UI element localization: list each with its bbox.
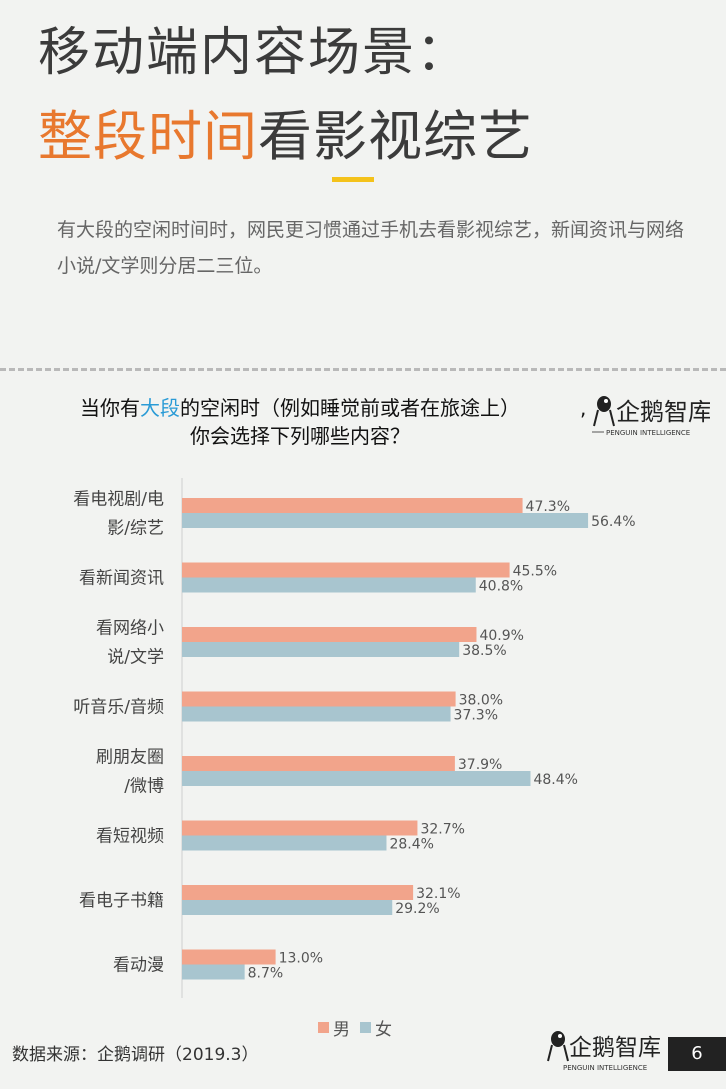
bar-male <box>182 885 414 900</box>
chart-legend: 男 女 <box>318 1015 402 1040</box>
logo-subtitle: PENGUIN INTELLIGENCE <box>563 1064 647 1072</box>
page-number: 6 <box>668 1037 726 1071</box>
page-subtitle: 整段时间看影视综艺 <box>38 102 533 172</box>
bar-chart: 看电视剧/电影/综艺 47.3% 56.4% 看新闻资讯 45.5%40.8% 看网络小说… <box>73 478 636 998</box>
data-label: 29.2% <box>395 901 439 917</box>
bar-male <box>182 627 477 642</box>
legend-female: 女 <box>360 1015 392 1040</box>
question-line2: 你会选择下列哪些内容？ <box>190 424 410 448</box>
subtitle-highlight: 整段时间 <box>38 105 258 168</box>
question-part2: 的空闲时（例如睡觉前或者在旅途上） <box>180 396 520 420</box>
data-label: 8.7% <box>248 966 284 982</box>
data-source: 数据来源：企鹅调研（2019.3） <box>12 1045 259 1065</box>
data-label: 37.9% <box>458 757 502 773</box>
data-label: 13.0% <box>279 951 323 967</box>
chart-question: 当你有大段的空闲时（例如睡觉前或者在旅途上） 你会选择下列哪些内容？ <box>20 394 580 450</box>
data-label: 40.9% <box>479 628 523 644</box>
bar-male <box>182 562 510 578</box>
data-label: 32.1% <box>416 886 460 902</box>
legend-swatch-female <box>360 1022 371 1033</box>
category-label: 看动漫 <box>113 956 164 976</box>
category-label: /微博 <box>124 777 164 797</box>
question-part1: 当你有 <box>80 396 140 420</box>
bar-male <box>182 756 455 771</box>
bar-female <box>182 835 387 851</box>
category-label: 看电视剧/电 <box>73 490 164 510</box>
data-label: 48.4% <box>533 772 577 788</box>
bar-male <box>182 949 276 965</box>
category-label: 说/文学 <box>107 648 164 668</box>
bar-male <box>182 691 456 707</box>
penguin-logo-bottom: 企鹅智库 PENGUIN INTELLIGENCE <box>547 1031 660 1072</box>
penguin-logo-top: 企鹅智库 PENGUIN INTELLIGENCE <box>592 396 710 437</box>
category-label: 看网络小 <box>96 619 164 639</box>
data-label: 47.3% <box>526 499 570 515</box>
dashed-separator <box>0 368 726 371</box>
bar-female <box>182 513 589 528</box>
bar-female <box>182 771 531 786</box>
data-label: 45.5% <box>513 564 557 580</box>
bar-male <box>182 498 523 513</box>
legend-label-male: 男 <box>333 1020 350 1040</box>
data-label: 37.3% <box>454 708 498 724</box>
subtitle-rest: 看影视综艺 <box>258 105 533 168</box>
question-comma: , <box>580 396 587 420</box>
data-label: 32.7% <box>420 822 464 838</box>
category-label: 影/综艺 <box>107 519 164 539</box>
title-divider <box>332 177 374 182</box>
penguin-icon <box>547 1031 569 1062</box>
description: 有大段的空闲时间时，网民更习惯通过手机去看影视综艺，新闻资讯与网络小说/文学则分… <box>57 219 685 277</box>
data-label: 38.0% <box>459 693 503 709</box>
bar-female <box>182 577 476 593</box>
data-label: 40.8% <box>479 579 523 595</box>
data-label: 28.4% <box>389 837 433 853</box>
bar-male <box>182 820 418 836</box>
page-title: 移动端内容场景： <box>38 23 471 83</box>
bar-female <box>182 964 245 980</box>
bar-female <box>182 706 451 722</box>
legend-male: 男 <box>318 1015 350 1040</box>
bar-female <box>182 900 393 915</box>
category-label: 看短视频 <box>96 827 164 847</box>
category-label: 看新闻资讯 <box>79 569 164 589</box>
question-highlight: 大段 <box>140 396 180 420</box>
data-label: 56.4% <box>591 514 635 530</box>
logo-name: 企鹅智库 <box>569 1035 660 1061</box>
penguin-icon <box>593 396 615 427</box>
bar-female <box>182 642 460 657</box>
legend-label-female: 女 <box>375 1020 392 1040</box>
category-label: 刷朋友圈 <box>96 748 164 768</box>
legend-swatch-male <box>318 1022 329 1033</box>
category-label: 看电子书籍 <box>79 891 164 911</box>
data-label: 38.5% <box>462 643 506 659</box>
logo-name: 企鹅智库 <box>616 398 710 426</box>
category-label: 听音乐/音频 <box>73 698 164 718</box>
logo-subtitle: PENGUIN INTELLIGENCE <box>606 429 690 437</box>
